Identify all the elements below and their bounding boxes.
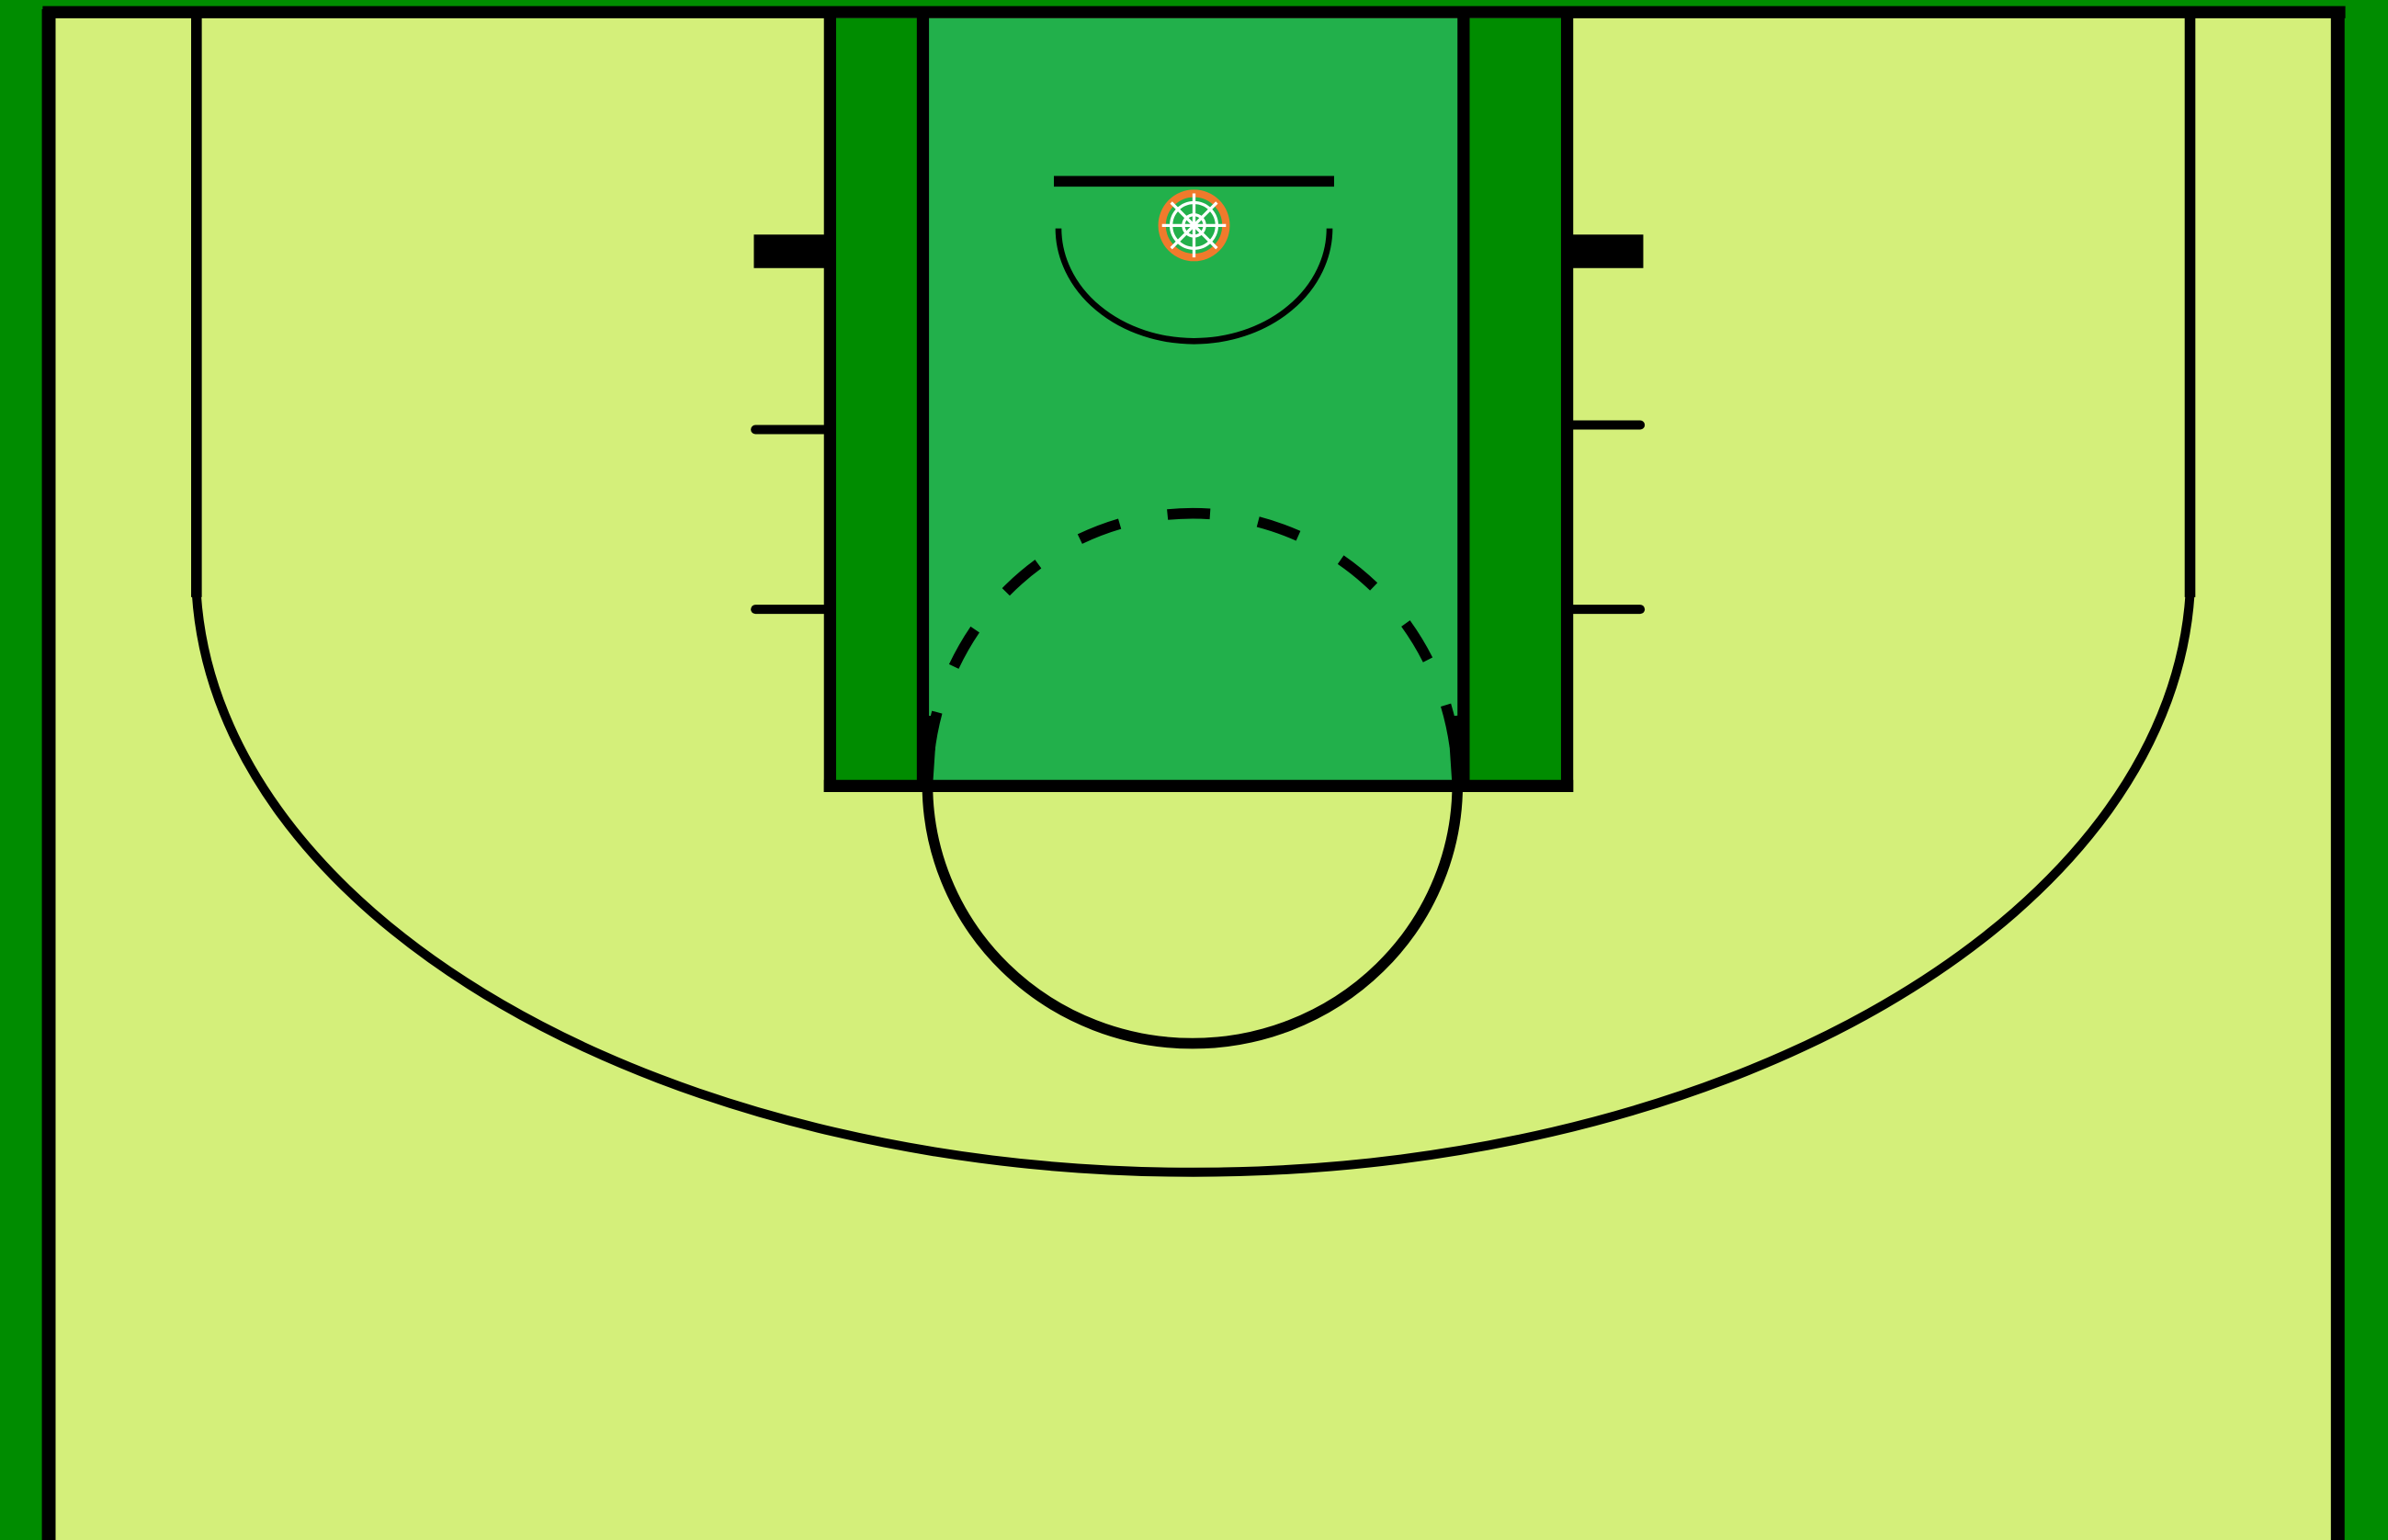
net-strings bbox=[1162, 194, 1227, 258]
lane-block-left bbox=[830, 18, 921, 787]
lane-block-right bbox=[1466, 18, 1567, 787]
paint-area bbox=[830, 18, 1567, 787]
lane-block-mark-right bbox=[1567, 234, 1644, 267]
basket bbox=[1162, 194, 1227, 258]
lane-block-mark-left bbox=[753, 234, 830, 267]
